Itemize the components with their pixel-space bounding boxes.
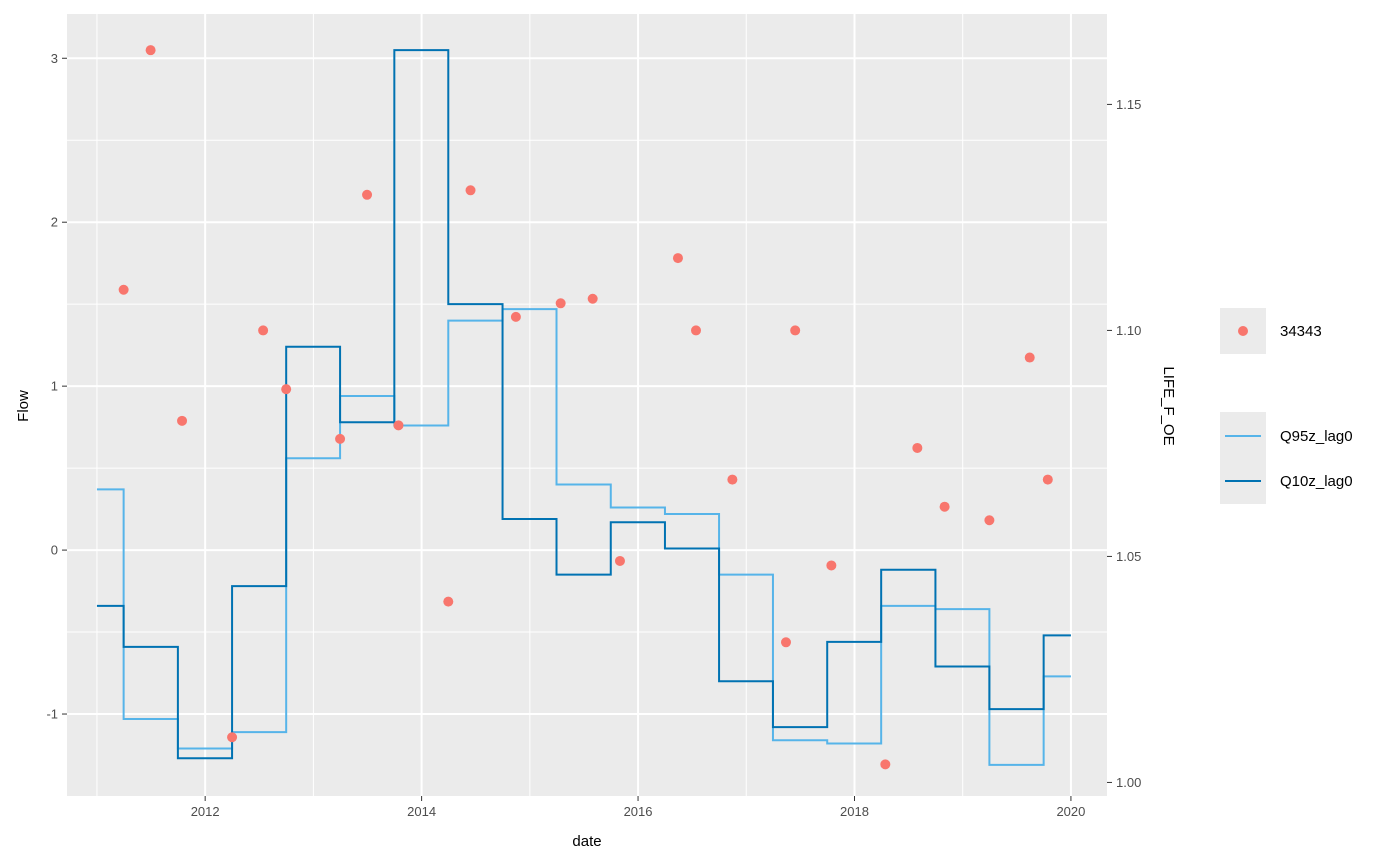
data-point — [393, 420, 404, 431]
data-point — [672, 253, 683, 264]
data-point — [465, 185, 476, 196]
x-tick-label: 2018 — [840, 804, 869, 819]
y-axis-title: Flow — [15, 390, 32, 422]
y2-tick-label: 1.10 — [1116, 323, 1141, 338]
x-axis: 2012 2014 2016 2018 2020 — [191, 796, 1085, 819]
series-line-Q95z_lag0 — [96, 308, 1071, 766]
data-point — [335, 433, 346, 444]
data-point — [614, 555, 625, 566]
data-point — [790, 325, 801, 336]
data-point — [145, 45, 156, 56]
data-point — [555, 298, 566, 309]
x-tick-label: 2012 — [191, 804, 220, 819]
y-tick-label: 3 — [51, 51, 58, 66]
legend-label-points: 34343 — [1280, 323, 1322, 340]
y2-tick-label: 1.15 — [1116, 97, 1141, 112]
plot-panel — [67, 14, 1107, 796]
x-axis-title: date — [572, 833, 601, 850]
legend-key-lines-bg — [1220, 412, 1266, 504]
grid-major — [67, 14, 1107, 796]
data-point — [880, 759, 891, 770]
legend-key-points — [1238, 326, 1248, 336]
y2-axis-title: LIFE_F_OE — [1160, 366, 1177, 445]
data-point — [443, 596, 454, 607]
y-tick-label: 1 — [51, 379, 58, 394]
y-tick-label: 2 — [51, 215, 58, 230]
data-point — [510, 311, 521, 322]
y2-tick-label: 1.05 — [1116, 549, 1141, 564]
legend-label-q10: Q10z_lag0 — [1280, 473, 1353, 490]
data-point — [826, 560, 837, 571]
data-point — [939, 501, 950, 512]
points-layer — [118, 45, 1053, 770]
data-point — [691, 325, 702, 336]
data-point — [362, 189, 373, 200]
data-point — [780, 637, 791, 648]
data-point — [118, 284, 129, 295]
series-line-Q10z_lag0 — [96, 49, 1071, 760]
y-axis-right: 1.00 1.05 1.10 1.15 — [1107, 97, 1141, 790]
y-tick-label: -1 — [46, 707, 58, 722]
data-point — [1042, 474, 1053, 485]
y-axis-left: -1 0 1 2 3 — [46, 51, 67, 722]
data-point — [912, 442, 923, 453]
legend-label-q95: Q95z_lag0 — [1280, 428, 1353, 445]
x-tick-label: 2020 — [1056, 804, 1085, 819]
data-point — [258, 325, 269, 336]
x-tick-label: 2014 — [407, 804, 436, 819]
data-point — [281, 384, 292, 395]
x-tick-label: 2016 — [624, 804, 653, 819]
series-layer — [96, 49, 1071, 766]
legend: 34343 Q95z_lag0 Q10z_lag0 — [1220, 308, 1353, 504]
y2-tick-label: 1.00 — [1116, 775, 1141, 790]
data-point — [984, 515, 995, 526]
grid-minor — [67, 14, 1107, 796]
y-tick-label: 0 — [51, 543, 58, 558]
data-point — [1024, 352, 1035, 363]
data-point — [727, 474, 738, 485]
data-point — [227, 732, 238, 743]
data-point — [587, 293, 598, 304]
data-point — [177, 415, 188, 426]
